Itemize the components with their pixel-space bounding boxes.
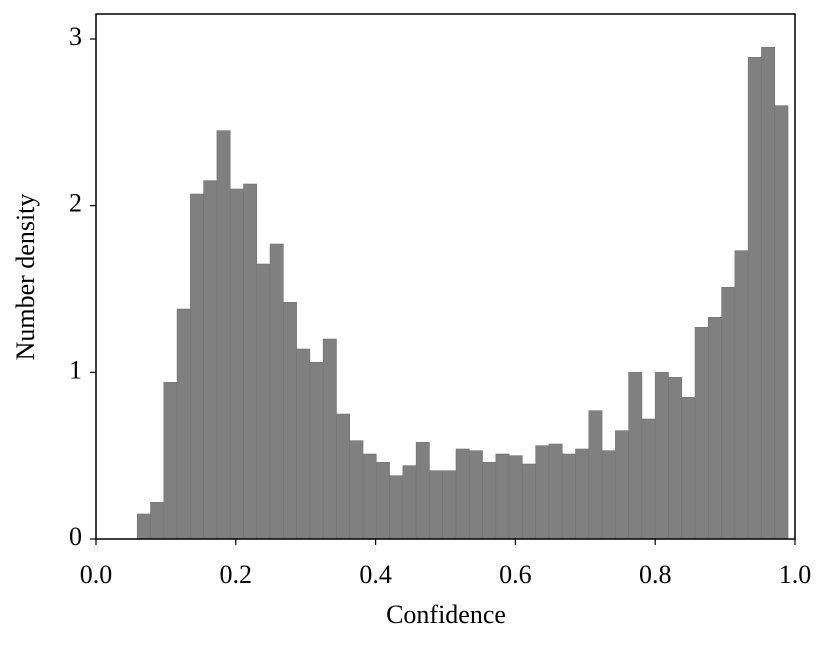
bar — [190, 193, 204, 540]
bar — [654, 372, 669, 540]
bar — [243, 183, 258, 540]
bar — [163, 382, 178, 540]
bar — [375, 462, 390, 540]
bar — [588, 410, 603, 540]
bar — [734, 250, 749, 540]
bar — [429, 470, 444, 540]
bar — [309, 362, 324, 540]
plot-frame — [95, 13, 796, 540]
bar — [402, 465, 417, 540]
x-tick-label: 0.0 — [80, 560, 113, 589]
bar — [256, 263, 271, 540]
bar — [442, 470, 457, 540]
y-tick-label: 1 — [69, 355, 82, 384]
bar — [136, 513, 151, 540]
bar — [721, 287, 736, 540]
x-tick-label: 1.0 — [779, 560, 812, 589]
y-tick-label: 3 — [69, 22, 82, 51]
bar — [535, 445, 550, 540]
bar — [681, 397, 696, 540]
bar — [296, 348, 311, 540]
bar — [641, 418, 656, 540]
bar — [362, 453, 377, 540]
bar — [468, 450, 483, 540]
bar — [548, 443, 563, 540]
y-tick-label: 2 — [69, 189, 82, 218]
bar — [336, 413, 351, 540]
bar — [708, 317, 722, 540]
bar — [694, 327, 709, 540]
bar — [575, 448, 590, 540]
bar — [668, 377, 683, 540]
bar — [216, 130, 231, 540]
bar — [322, 338, 337, 540]
bar — [283, 302, 297, 540]
bar — [747, 57, 762, 540]
bar — [150, 502, 165, 540]
x-tick-label: 0.6 — [499, 560, 532, 589]
x-axis-label: Confidence — [386, 600, 506, 629]
bar — [229, 188, 244, 540]
bar — [482, 462, 497, 540]
bar — [349, 440, 364, 540]
bar — [601, 450, 616, 540]
bar — [508, 455, 523, 540]
y-tick-label: 0 — [69, 522, 82, 551]
bar — [455, 448, 470, 540]
bar — [495, 453, 510, 540]
bar — [522, 463, 536, 540]
bar — [561, 453, 576, 540]
bar — [203, 180, 218, 540]
bar — [389, 475, 404, 540]
bar — [774, 105, 789, 540]
y-axis-label: Number density — [11, 194, 40, 361]
bar — [761, 47, 776, 540]
bar — [615, 430, 629, 540]
bar — [415, 442, 430, 540]
bar — [628, 372, 643, 540]
x-tick-label: 0.4 — [359, 560, 392, 589]
x-tick-label: 0.8 — [639, 560, 672, 589]
x-tick-label: 0.2 — [220, 560, 253, 589]
bar — [269, 243, 284, 540]
bar — [176, 308, 191, 540]
